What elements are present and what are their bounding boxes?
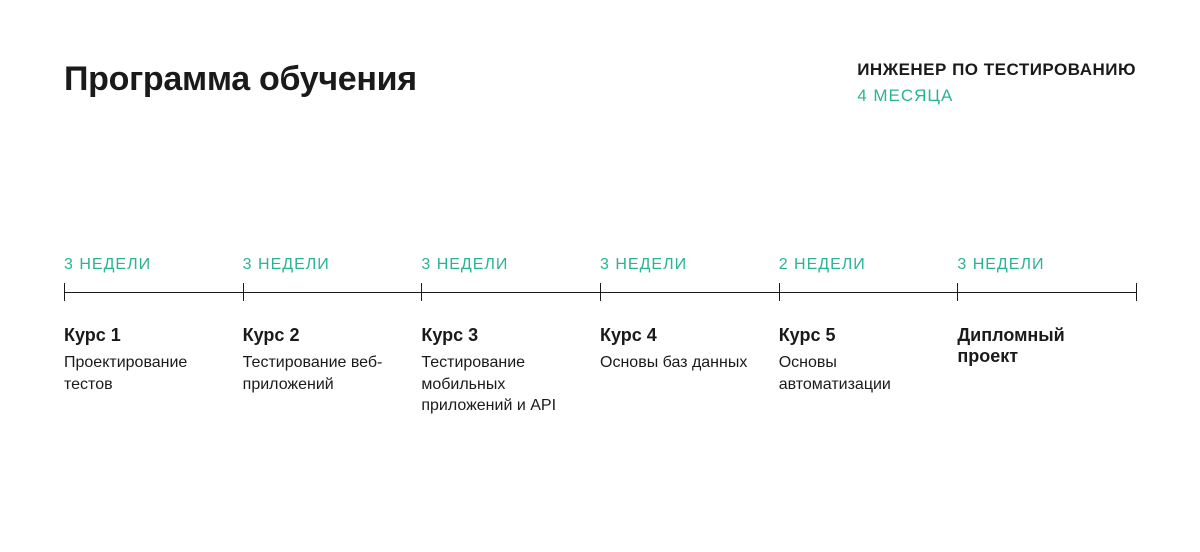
timeline-tick bbox=[779, 283, 780, 301]
course-desc: Основы автоматизации bbox=[779, 352, 946, 395]
course-desc: Тестирование веб-приложений bbox=[243, 352, 410, 395]
timeline-segment: 3 НЕДЕЛИ bbox=[421, 256, 600, 292]
timeline-segment: 3 НЕДЕЛИ bbox=[600, 256, 779, 292]
timeline-tick bbox=[243, 283, 244, 301]
timeline-segment: Курс 2 Тестирование веб-приложений bbox=[243, 325, 422, 417]
course-title: Курс 4 bbox=[600, 325, 767, 346]
course-desc: Основы баз данных bbox=[600, 352, 767, 374]
timeline-tick bbox=[1136, 283, 1137, 301]
header-row: Программа обучения ИНЖЕНЕР ПО ТЕСТИРОВАН… bbox=[64, 60, 1136, 106]
course-title: Дипломный проект bbox=[957, 325, 1124, 367]
timeline-segment: Курс 4 Основы баз данных bbox=[600, 325, 779, 417]
page-title: Программа обучения bbox=[64, 60, 417, 99]
timeline-segment: 3 НЕДЕЛИ bbox=[64, 256, 243, 292]
segment-duration: 3 НЕДЕЛИ bbox=[957, 256, 1124, 274]
timeline-tick bbox=[957, 283, 958, 301]
timeline-courses-row: Курс 1 Проектирование тестов Курс 2 Тест… bbox=[64, 325, 1136, 417]
timeline-tick bbox=[64, 283, 65, 301]
course-desc: Проектирование тестов bbox=[64, 352, 231, 395]
timeline-segment: Курс 1 Проектирование тестов bbox=[64, 325, 243, 417]
timeline-segment: Курс 5 Основы автоматизации bbox=[779, 325, 958, 417]
timeline-segment: Дипломный проект bbox=[957, 325, 1136, 417]
timeline-segment: 2 НЕДЕЛИ bbox=[779, 256, 958, 292]
timeline-segment: Курс 3 Тестирование мобильных приложений… bbox=[421, 325, 600, 417]
timeline-axis bbox=[64, 292, 1136, 293]
course-desc: Тестирование мобильных приложений и API bbox=[421, 352, 588, 417]
course-title: Курс 3 bbox=[421, 325, 588, 346]
course-title: Курс 2 bbox=[243, 325, 410, 346]
segment-duration: 3 НЕДЕЛИ bbox=[64, 256, 231, 274]
timeline: 3 НЕДЕЛИ 3 НЕДЕЛИ 3 НЕДЕЛИ 3 НЕДЕЛИ 2 НЕ… bbox=[64, 256, 1136, 417]
program-duration: 4 МЕСЯЦА bbox=[857, 86, 1136, 106]
timeline-tick bbox=[421, 283, 422, 301]
course-title: Курс 5 bbox=[779, 325, 946, 346]
timeline-tick bbox=[600, 283, 601, 301]
timeline-segment: 3 НЕДЕЛИ bbox=[243, 256, 422, 292]
program-name: ИНЖЕНЕР ПО ТЕСТИРОВАНИЮ bbox=[857, 60, 1136, 80]
segment-duration: 2 НЕДЕЛИ bbox=[779, 256, 946, 274]
segment-duration: 3 НЕДЕЛИ bbox=[421, 256, 588, 274]
segment-duration: 3 НЕДЕЛИ bbox=[243, 256, 410, 274]
segment-duration: 3 НЕДЕЛИ bbox=[600, 256, 767, 274]
timeline-segment: 3 НЕДЕЛИ bbox=[957, 256, 1136, 292]
header-right: ИНЖЕНЕР ПО ТЕСТИРОВАНИЮ 4 МЕСЯЦА bbox=[857, 60, 1136, 106]
course-title: Курс 1 bbox=[64, 325, 231, 346]
